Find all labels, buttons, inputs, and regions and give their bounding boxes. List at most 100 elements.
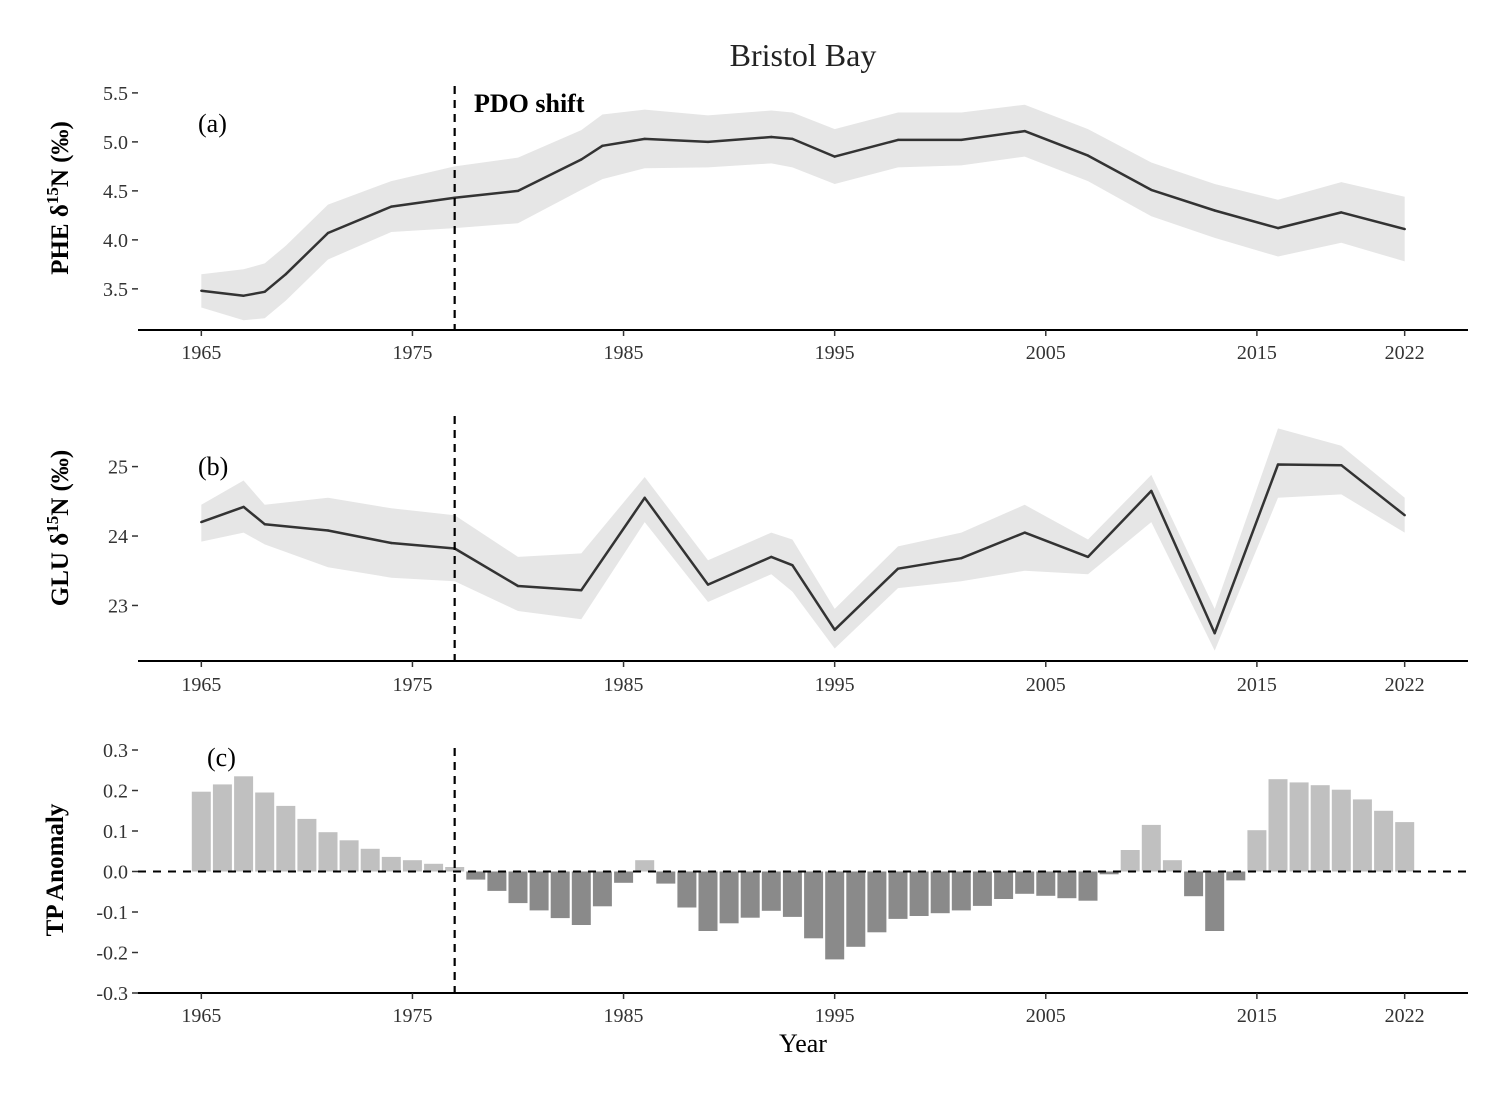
- y-axis-label: GLU δ15N (‰): [43, 450, 74, 606]
- bar: [719, 871, 739, 924]
- data-point: [706, 140, 710, 144]
- bar: [1247, 830, 1267, 872]
- x-tick-label: 2005: [1026, 342, 1066, 364]
- bar: [1226, 871, 1246, 881]
- x-tick-label: 2022: [1385, 674, 1425, 696]
- data-point: [1213, 209, 1216, 212]
- data-point: [896, 567, 900, 570]
- bar: [1078, 871, 1098, 901]
- series-line: [201, 129, 1406, 297]
- bar: [656, 871, 676, 884]
- data-point: [770, 135, 773, 139]
- bar: [1352, 799, 1372, 872]
- data-point: [643, 496, 646, 499]
- data-point: [580, 158, 583, 161]
- y-tick-label: -0.2: [96, 943, 128, 965]
- bar: [1015, 871, 1035, 894]
- bar: [804, 871, 824, 939]
- bar: [930, 871, 950, 914]
- x-tick-label: 1995: [815, 342, 855, 364]
- x-tick-label: 1995: [815, 1005, 855, 1027]
- y-tick-label: 23: [108, 595, 128, 617]
- data-point: [960, 557, 963, 560]
- bar: [1310, 785, 1330, 872]
- confidence-ribbon: [201, 428, 1405, 651]
- bar: [614, 871, 634, 883]
- bar: [698, 871, 718, 931]
- x-tick-label: 1965: [181, 674, 221, 696]
- data-point: [791, 137, 794, 141]
- y-tick-label: 24: [108, 526, 128, 548]
- bar: [761, 871, 781, 911]
- y-tick-label: -0.1: [96, 902, 128, 924]
- data-point: [791, 564, 794, 567]
- bar: [445, 867, 465, 872]
- x-tick-label: 1985: [604, 342, 644, 364]
- bar: [782, 871, 802, 917]
- y-tick-label: 0.0: [103, 862, 128, 884]
- data-point: [960, 138, 963, 142]
- y-axis-label-end: N (‰): [47, 450, 74, 516]
- series-line: [200, 463, 1406, 635]
- data-point: [1086, 154, 1090, 157]
- y-tick-label: 5.0: [103, 132, 128, 154]
- data-point: [1340, 464, 1343, 467]
- y-tick-label: 4.0: [103, 230, 128, 252]
- y-tick-label: 0.1: [103, 821, 128, 843]
- data-point: [1213, 632, 1216, 635]
- bar: [360, 848, 380, 872]
- data-point: [263, 523, 266, 526]
- bar: [402, 860, 422, 872]
- x-tick-label: 2005: [1026, 1005, 1066, 1027]
- bar: [1395, 822, 1415, 872]
- bar: [424, 863, 444, 872]
- y-tick-label: -0.3: [96, 983, 128, 1005]
- confidence-ribbon: [201, 104, 1405, 321]
- data-point: [326, 231, 330, 235]
- bar: [1036, 871, 1056, 896]
- data-point: [284, 273, 287, 276]
- bar: [212, 784, 232, 872]
- bar: [592, 871, 612, 907]
- y-tick-label: 5.5: [103, 83, 128, 105]
- data-point: [200, 289, 203, 292]
- x-tick-label: 1995: [815, 674, 855, 696]
- data-point: [833, 628, 836, 631]
- x-tick-label: 2022: [1385, 1005, 1425, 1027]
- y-tick-label: 4.5: [103, 181, 128, 203]
- bar: [571, 871, 591, 925]
- panel-label: (b): [198, 452, 228, 481]
- bar: [550, 871, 570, 919]
- data-point: [1403, 227, 1406, 231]
- bar: [1289, 782, 1309, 872]
- panel-a: 3.5 4.0 4.5 5.0 5.5 1965 1975 1985 1995 2005 2015 2…: [43, 83, 1468, 364]
- data-point: [1023, 531, 1026, 534]
- x-tick-label: 2015: [1237, 1005, 1277, 1027]
- bar: [529, 871, 549, 911]
- bar: [994, 871, 1014, 899]
- data-point: [242, 505, 245, 509]
- data-point: [390, 541, 393, 545]
- y-tick-label: 0.2: [103, 781, 128, 803]
- x-tick-label: 1975: [392, 1005, 432, 1027]
- x-tick-label: 2015: [1237, 342, 1277, 364]
- data-point: [601, 144, 604, 147]
- y-tick-label: 3.5: [103, 279, 128, 301]
- data-point: [706, 583, 710, 586]
- bar: [255, 792, 275, 872]
- x-tick-label: 2005: [1026, 674, 1066, 696]
- bar: [1184, 871, 1204, 897]
- bar: [909, 871, 929, 916]
- panel-c: -0.3 -0.2 -0.1 0.0 0.1 0.2 0.3 1965 1975 1985 1995…: [42, 740, 1468, 1027]
- bar: [677, 871, 697, 908]
- data-point: [1150, 489, 1153, 493]
- data-point: [200, 520, 203, 524]
- pdo-shift-annotation: PDO shift: [474, 89, 585, 118]
- y-axis-label: TP Anomaly: [42, 803, 69, 936]
- bar: [825, 871, 845, 960]
- data-point: [833, 155, 836, 158]
- bar: [466, 871, 486, 880]
- bar: [1374, 810, 1394, 872]
- bar: [297, 818, 317, 872]
- bar: [191, 791, 211, 872]
